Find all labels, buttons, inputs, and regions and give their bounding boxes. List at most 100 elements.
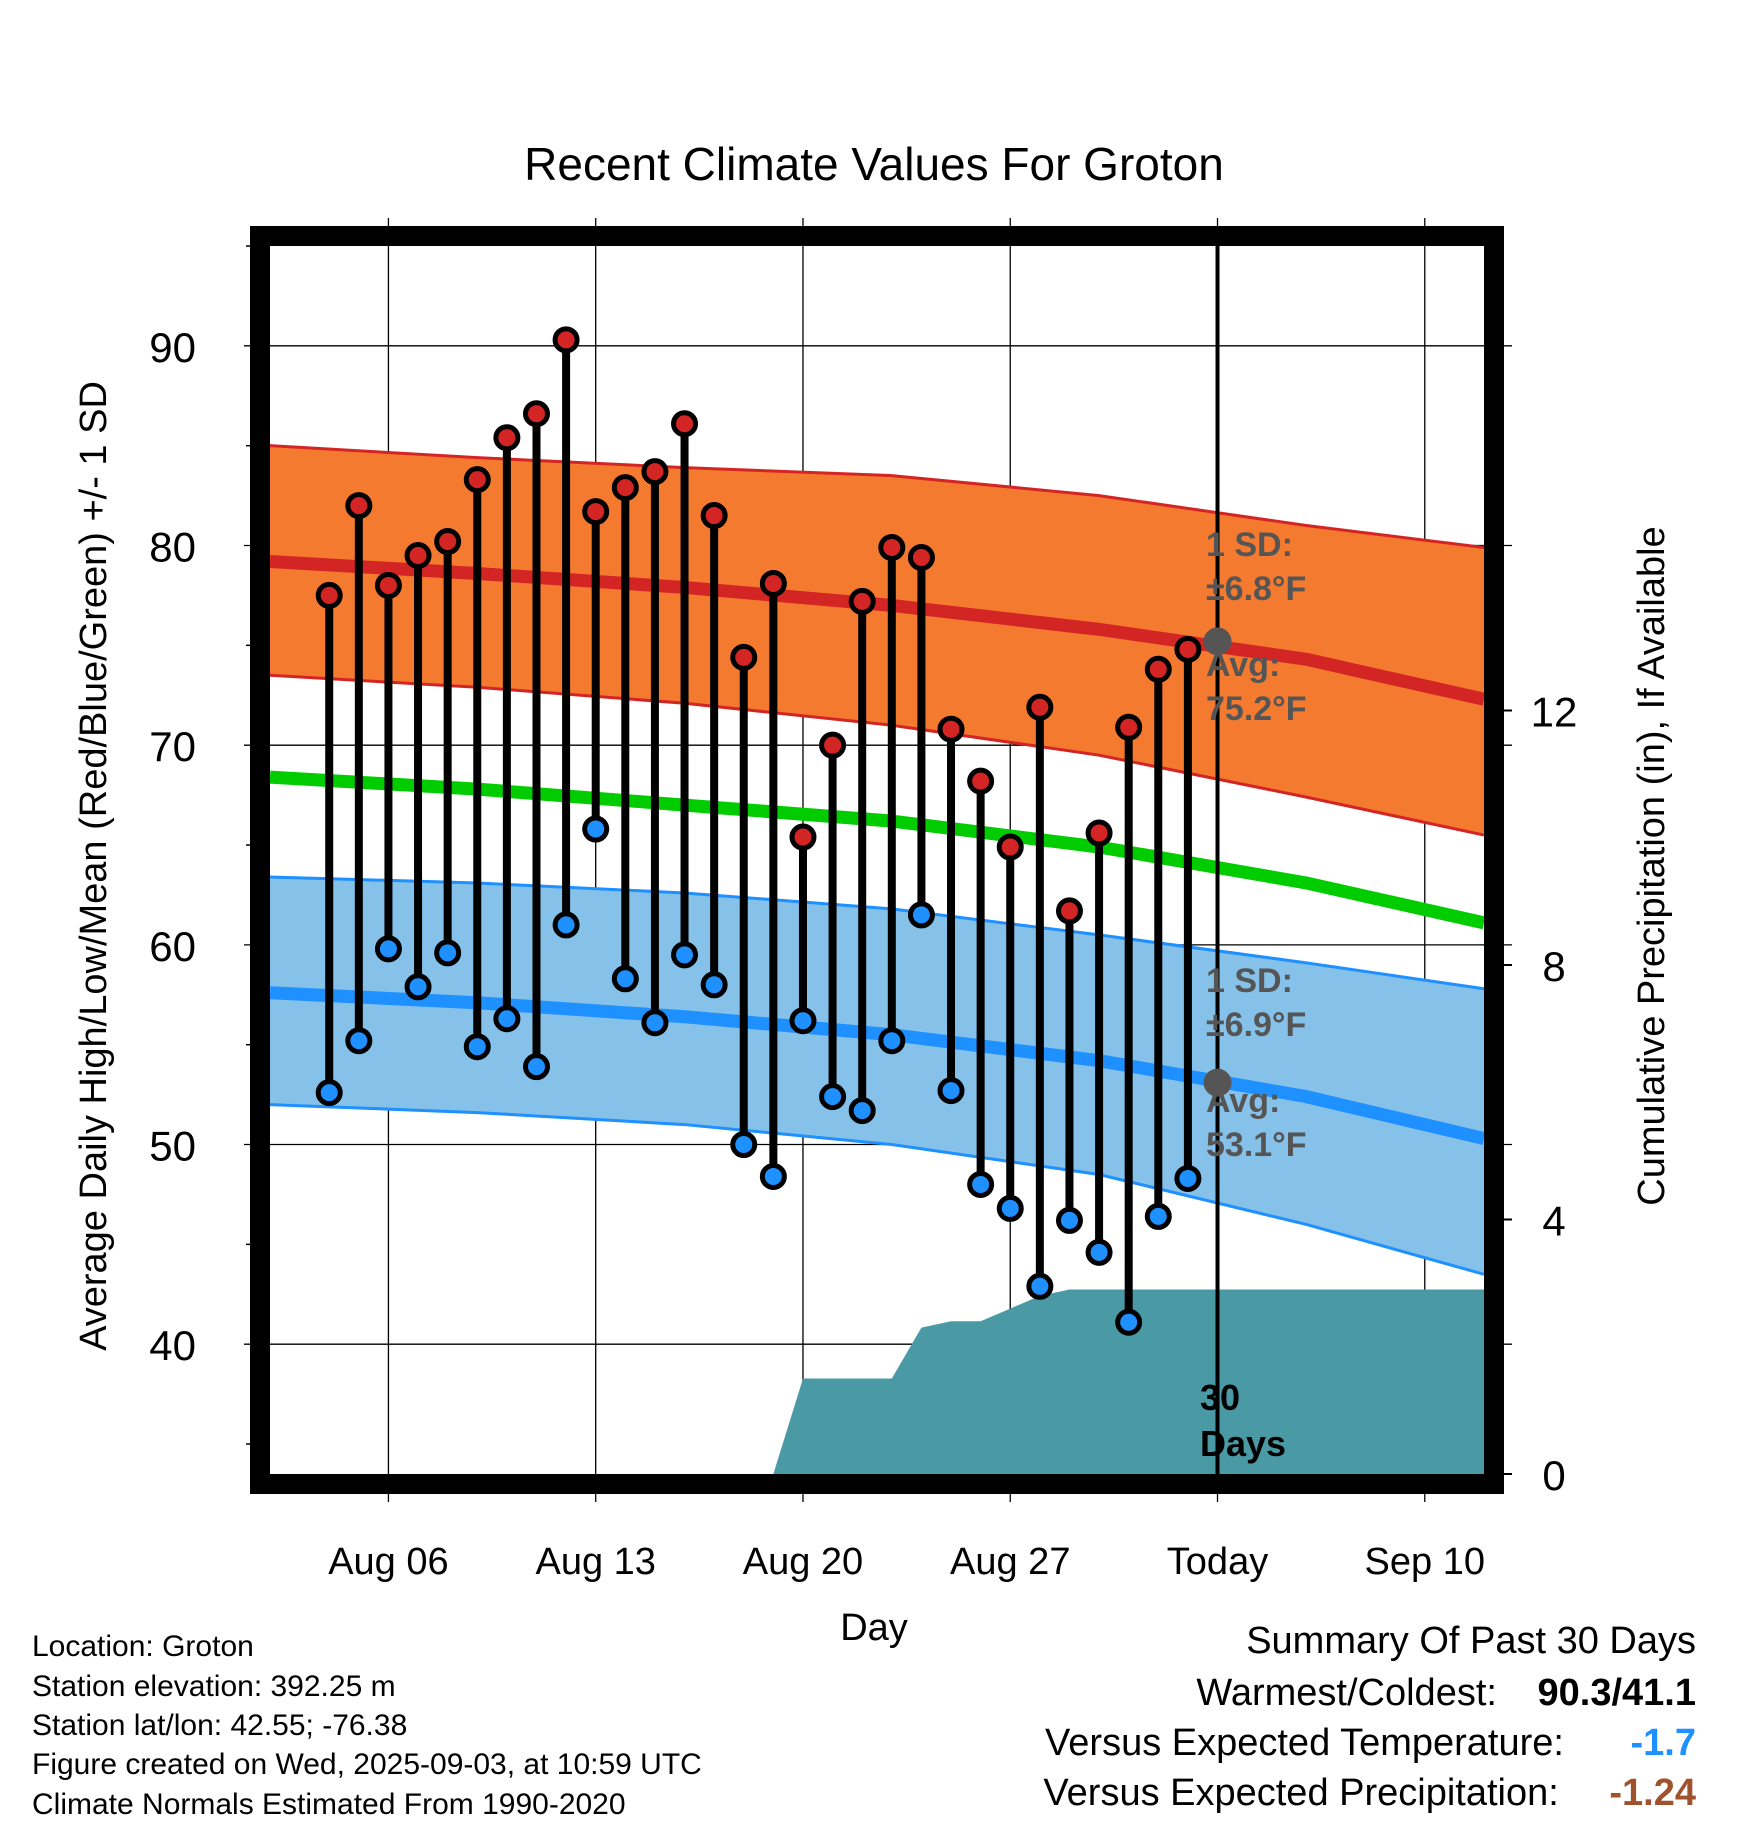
y-axis-label: Average Daily High/Low/Mean (Red/Blue/Gr… xyxy=(73,381,115,1351)
low-point xyxy=(996,1194,1024,1222)
high-point xyxy=(671,410,699,438)
high-point xyxy=(1055,897,1083,925)
y2-axis-label: Cumulative Precipitation (in), If Availa… xyxy=(1631,526,1673,1205)
summary-warm-cold: Warmest/Coldest: 90.3/41.1 xyxy=(1196,1672,1696,1715)
low-point xyxy=(345,1027,373,1055)
low-point xyxy=(374,935,402,963)
high-point xyxy=(582,498,610,526)
high-point xyxy=(1085,819,1113,847)
annotations: 1 SD: ±6.8°F Avg: 75.2°F 1 SD: ±6.9°F Avg: 53.1… xyxy=(1200,526,1307,1464)
plot-border xyxy=(250,226,1504,1494)
low-point xyxy=(937,1077,965,1105)
high-avg-label: Avg: xyxy=(1206,646,1280,684)
low-point xyxy=(1026,1272,1054,1300)
info-elevation: Station elevation: 392.25 m xyxy=(32,1670,396,1703)
high-point xyxy=(1174,635,1202,663)
info-created: Figure created on Wed, 2025-09-03, at 10… xyxy=(32,1748,702,1781)
vs-precip-value: -1.24 xyxy=(1609,1772,1696,1814)
plot-frame xyxy=(250,226,1504,1494)
low-point xyxy=(582,815,610,843)
low-point xyxy=(1144,1202,1172,1230)
high-sd-label: 1 SD: xyxy=(1206,526,1293,564)
high-point xyxy=(937,715,965,743)
low-point xyxy=(493,1005,521,1033)
high-point xyxy=(700,502,728,530)
low-point xyxy=(641,1009,669,1037)
daily-dots xyxy=(315,326,1232,1336)
low-point xyxy=(404,973,432,1001)
days-label-number: 30 xyxy=(1200,1377,1240,1418)
y2-tick-label: 12 xyxy=(1531,688,1578,735)
low-point xyxy=(730,1131,758,1159)
high-point xyxy=(434,528,462,556)
low-point xyxy=(819,1083,847,1111)
high-point xyxy=(404,541,432,569)
summary-title: Summary Of Past 30 Days xyxy=(1246,1620,1696,1662)
high-point xyxy=(878,534,906,562)
high-point xyxy=(315,581,343,609)
high-point xyxy=(848,587,876,615)
low-point xyxy=(789,1007,817,1035)
high-upper-line xyxy=(269,444,1485,549)
high-point xyxy=(789,823,817,851)
low-point xyxy=(434,939,462,967)
high-avg-value: 75.2°F xyxy=(1206,690,1307,728)
today-normal-marker xyxy=(1203,627,1232,656)
x-tick-label: Aug 20 xyxy=(743,1541,863,1583)
low-point xyxy=(878,1027,906,1055)
vs-precip-label: Versus Expected Precipitation: xyxy=(1043,1772,1559,1814)
y-tick-label: 80 xyxy=(149,524,196,571)
axes: 40 50 60 70 80 90 0 4 8 12 Aug 06 Aug 13 Aug 20 Aug 2… xyxy=(149,245,1578,1583)
high-point xyxy=(611,474,639,502)
low-lower-line xyxy=(269,1103,1485,1276)
high-point xyxy=(522,400,550,428)
low-point xyxy=(315,1079,343,1107)
y-tick-label: 40 xyxy=(149,1322,196,1369)
low-point xyxy=(967,1170,995,1198)
high-point xyxy=(996,833,1024,861)
y-tick-label: 70 xyxy=(149,723,196,770)
low-sd-label: 1 SD: xyxy=(1206,962,1293,1000)
low-point xyxy=(848,1097,876,1125)
low-avg-value: 53.1°F xyxy=(1206,1126,1307,1164)
low-point xyxy=(552,911,580,939)
vs-temp-value: -1.7 xyxy=(1630,1722,1696,1764)
low-point xyxy=(1055,1206,1083,1234)
low-point xyxy=(700,971,728,999)
low-point xyxy=(759,1162,787,1190)
x-tick-label: Aug 27 xyxy=(950,1541,1070,1583)
y2-tick-label: 4 xyxy=(1542,1197,1565,1244)
x-tick-label: Sep 10 xyxy=(1365,1541,1485,1583)
precipitation-series xyxy=(773,1289,1484,1474)
daily-range-stems xyxy=(325,339,1192,1323)
low-point xyxy=(1085,1238,1113,1266)
low-point xyxy=(1174,1164,1202,1192)
vs-temp-label: Versus Expected Temperature: xyxy=(1045,1722,1564,1764)
days-label-text: Days xyxy=(1200,1423,1286,1464)
high-point xyxy=(967,767,995,795)
summary-vs-precip: Versus Expected Precipitation: -1.24 xyxy=(1043,1772,1696,1815)
info-latlon: Station lat/lon: 42.55; -76.38 xyxy=(32,1709,408,1742)
x-tick-label: Aug 06 xyxy=(328,1541,448,1583)
high-point xyxy=(374,571,402,599)
high-sd-band xyxy=(270,445,1484,836)
warm-cold-label: Warmest/Coldest: xyxy=(1196,1672,1497,1714)
x-tick-label: Aug 13 xyxy=(535,1541,655,1583)
warm-cold-value: 90.3/41.1 xyxy=(1537,1672,1696,1714)
precipitation-area xyxy=(773,1289,1484,1474)
low-sd-band xyxy=(270,876,1484,1275)
low-point xyxy=(907,901,935,929)
high-point xyxy=(641,458,669,486)
x-tick-label: Today xyxy=(1167,1541,1268,1583)
y-tick-label: 90 xyxy=(149,324,196,371)
y2-tick-label: 0 xyxy=(1542,1452,1565,1499)
today-normal-marker xyxy=(1203,1068,1232,1097)
low-avg-label: Avg: xyxy=(1206,1082,1280,1120)
low-sd-value: ±6.9°F xyxy=(1206,1006,1306,1044)
info-location: Location: Groton xyxy=(32,1630,254,1663)
high-point xyxy=(463,466,491,494)
high-point xyxy=(552,326,580,354)
low-point xyxy=(463,1033,491,1061)
high-point xyxy=(819,731,847,759)
